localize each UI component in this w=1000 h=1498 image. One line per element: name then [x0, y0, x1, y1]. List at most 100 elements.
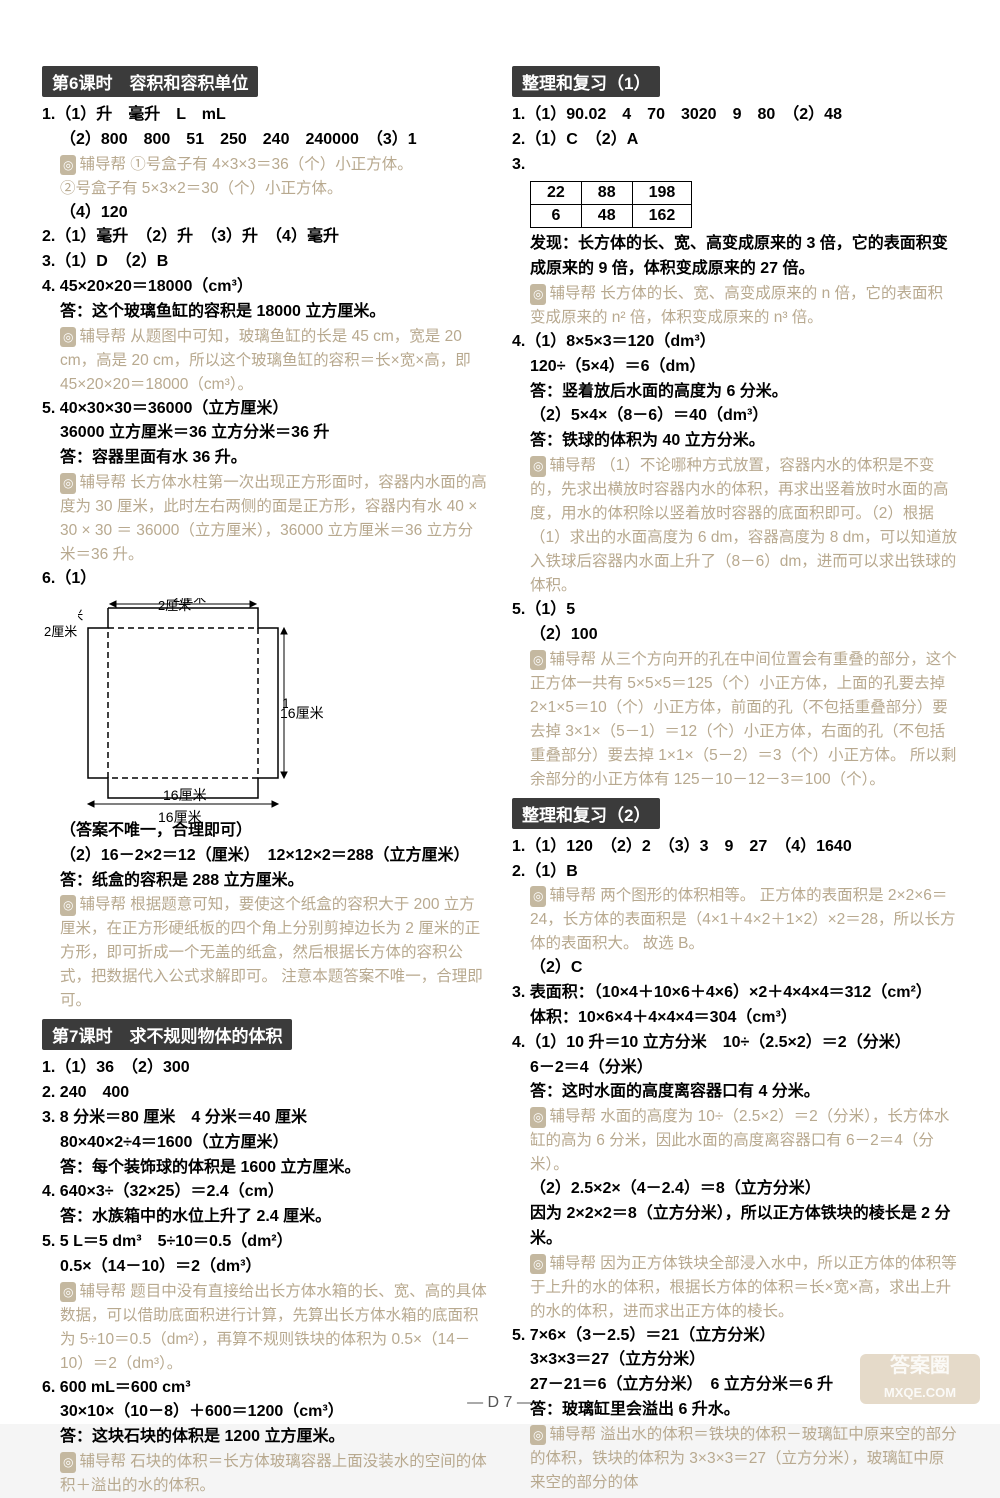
r4d: （2）5×4×（8－6）＝40（dm³）: [512, 404, 958, 429]
hint-icon: ◎: [60, 473, 76, 494]
s2: 2. 240 400: [42, 1081, 488, 1106]
dim-right-label: 16厘米: [280, 703, 324, 723]
watermark-line1: 答案圈: [890, 1355, 950, 1377]
hint-icon: ◎: [530, 284, 546, 305]
hintR4-text: 辅导帮 （1）不论哪种方式放置，容器内水的体积是不变的，先求出横放时容器内水的体…: [530, 457, 957, 594]
s3c: 答：每个装饰球的体积是 1600 立方厘米。: [42, 1156, 488, 1181]
q6: 6.（1）: [42, 567, 488, 592]
dim-top-label: 2厘米: [158, 595, 191, 614]
cell: 88: [581, 182, 632, 205]
hint-icon: ◎: [60, 1282, 76, 1303]
q4e: 因为 2×2×2＝8（立方分米），所以正方体铁块的棱长是 2 分米。: [512, 1202, 958, 1252]
hintR1: ◎辅导帮 长方体的长、宽、高变成原来的 n 倍，它的表面积变成原来的 n² 倍，…: [512, 282, 958, 330]
hint-icon: ◎: [60, 895, 76, 916]
hint-1b: ②号盒子有 5×3×2＝30（个）小正方体。: [42, 177, 488, 201]
cell: 48: [581, 205, 632, 228]
hintQ4b: ◎辅导帮 因为正方体铁块全部浸入水中，所以正方体的体积等于上升的水的体积，根据长…: [512, 1252, 958, 1324]
cell: 22: [531, 182, 582, 205]
q4a: 4.（1）10 升＝10 立方分米 10÷（2.5×2）＝2（分米）: [512, 1031, 958, 1056]
q6c: 答：纸盒的容积是 288 立方厘米。: [42, 869, 488, 894]
section-header-review2: 整理和复习（2）: [512, 798, 660, 829]
q6b: （2）16－2×2＝12（厘米） 12×12×2＝288（立方厘米）: [42, 844, 488, 869]
q1-line4: （4）120: [42, 201, 488, 226]
hint5-text: 辅导帮 长方体水柱第一次出现正方形面时，容器内水面的高度为 30 厘米，此时左右…: [60, 474, 487, 563]
hint6-text: 辅导帮 根据题意可知，要使这个纸盒的容积大于 200 立方厘米，在正方形硬纸板的…: [60, 896, 483, 1009]
section-header-lesson6: 第6课时 容积和容积单位: [42, 66, 258, 97]
left-column: 第6课时 容积和容积单位 1.（1）升 毫升 L mL （2）800 800 5…: [42, 60, 488, 1498]
s4b: 答：水族箱中的水位上升了 2.4 厘米。: [42, 1205, 488, 1230]
hintQ4b-text: 辅导帮 因为正方体铁块全部浸入水中，所以正方体的体积等于上升的水的体积，根据长方…: [530, 1255, 957, 1320]
q4d: （2）2.5×2×（4－2.4）＝8（立方分米）: [512, 1177, 958, 1202]
s3b: 80×40×2÷4＝1600（立方厘米）: [42, 1131, 488, 1156]
r4b: 120÷（5×4）＝6（dm）: [512, 355, 958, 380]
q5a: 5. 7×6×（3－2.5）＝21（立方分米）: [512, 1324, 958, 1349]
hint-s5: ◎辅导帮 题目中没有直接给出长方体水箱的长、宽、高的具体数据，可以借助底面积进行…: [42, 1280, 488, 1376]
q2b: （2）C: [512, 956, 958, 981]
net-svg: 2厘米 2厘米 16厘米 16: [78, 598, 288, 808]
r4c: 答：竖着放后水面的高度为 6 分米。: [512, 380, 958, 405]
table-row: 6 48 162: [531, 205, 692, 228]
q1: 1.（1）120 （2）2 （3）3 9 27 （4）1640: [512, 835, 958, 860]
hint5: ◎辅导帮 长方体水柱第一次出现正方形面时，容器内水面的高度为 30 厘米，此时左…: [42, 471, 488, 567]
net-diagram: 2厘米 2厘米 16厘米 16: [78, 598, 488, 813]
q2: 2.（1）B: [512, 860, 958, 885]
q4b: 答：这个玻璃鱼缸的容积是 18000 立方厘米。: [42, 300, 488, 325]
cell: 6: [531, 205, 582, 228]
answer-table: 22 88 198 6 48 162: [530, 181, 692, 228]
dim-left: 2厘米: [78, 608, 83, 623]
hintQ5-text: 辅导帮 溢出水的体积＝铁块的体积－玻璃缸中原来空的部分的体积，铁块的体积为 3×…: [530, 1426, 957, 1491]
watermark-line2: MXQE.COM: [884, 1385, 956, 1400]
q4b: 6－2＝4（分米）: [512, 1056, 958, 1081]
r5b: （2）100: [512, 623, 958, 648]
q2: 2.（1）毫升 （2）升 （3）升 （4）毫升: [42, 225, 488, 250]
hint-icon: ◎: [530, 1107, 546, 1128]
r4a: 4.（1）8×5×3＝120（dm³）: [512, 330, 958, 355]
hint-1a: ◎辅导帮 ①号盒子有 4×3×3＝36（个）小正方体。: [42, 153, 488, 177]
hint4: ◎辅导帮 从题图中可知，玻璃鱼缸的长是 45 cm，宽是 20 cm，高是 20…: [42, 325, 488, 397]
hint4-text: 辅导帮 从题图中可知，玻璃鱼缸的长是 45 cm，宽是 20 cm，高是 20 …: [60, 328, 471, 393]
r1a: 1.（1）90.02 4 70 3020 9 80 （2）48: [512, 103, 958, 128]
r4e: 答：铁球的体积为 40 立方分米。: [512, 429, 958, 454]
hintQ4-text: 辅导帮 水面的高度为 10÷（2.5×2）＝2（分米），长方体水缸的高为 6 分…: [530, 1108, 949, 1173]
q3b: 体积：10×6×4＋4×4×4＝304（cm³）: [512, 1006, 958, 1031]
two-column-layout: 第6课时 容积和容积单位 1.（1）升 毫升 L mL （2）800 800 5…: [42, 60, 958, 1498]
watermark: 答案圈 MXQE.COM: [860, 1354, 980, 1404]
hintR4: ◎辅导帮 （1）不论哪种方式放置，容器内水的体积是不变的，先求出横放时容器内水的…: [512, 454, 958, 598]
q5c: 答：容器里面有水 36 升。: [42, 446, 488, 471]
s6c: 答：这块石块的体积是 1200 立方厘米。: [42, 1425, 488, 1450]
s4a: 4. 640×3÷（32×25）＝2.4（cm）: [42, 1180, 488, 1205]
s5b: 0.5×（14－10）＝2（dm³）: [42, 1255, 488, 1280]
hintQ2-text: 辅导帮 两个图形的体积相等。 正方体的表面积是 2×2×6＝24，长方体的表面积…: [530, 887, 956, 952]
r1c: 3.: [512, 153, 958, 178]
hint-icon: ◎: [530, 886, 546, 907]
section-header-lesson7: 第7课时 求不规则物体的体积: [42, 1019, 292, 1050]
right-column: 整理和复习（1） 1.（1）90.02 4 70 3020 9 80 （2）48…: [512, 60, 958, 1498]
hint-icon: ◎: [60, 1452, 76, 1473]
hint-s6-text: 辅导帮 石块的体积＝长方体玻璃容器上面没装水的空间的体积＋溢出的水的体积。: [60, 1453, 487, 1494]
q1-line2: （2）800 800 51 250 240 240000 （3）1: [42, 128, 488, 153]
q4c: 答：这时水面的高度离容器口有 4 分米。: [512, 1080, 958, 1105]
hint-icon: ◎: [530, 1254, 546, 1275]
hintR5-text: 辅导帮 从三个方向开的孔在中间位置会有重叠的部分，这个正方体一共有 5×5×5＝…: [530, 651, 957, 788]
dim-bottom-label: 16厘米: [158, 807, 202, 827]
page-number: — D 7 —: [0, 1394, 1000, 1412]
hintR5: ◎辅导帮 从三个方向开的孔在中间位置会有重叠的部分，这个正方体一共有 5×5×5…: [512, 648, 958, 792]
hint-s5-text: 辅导帮 题目中没有直接给出长方体水箱的长、宽、高的具体数据，可以借助底面积进行计…: [60, 1283, 487, 1372]
q6-note: （答案不唯一，合理即可）: [42, 819, 488, 844]
hint-s6: ◎辅导帮 石块的体积＝长方体玻璃容器上面没装水的空间的体积＋溢出的水的体积。: [42, 1450, 488, 1498]
q3: 3.（1）D （2）B: [42, 250, 488, 275]
s5a: 5. 5 L＝5 dm³ 5÷10＝0.5（dm²）: [42, 1230, 488, 1255]
s1: 1.（1）36 （2）300: [42, 1056, 488, 1081]
table-row: 22 88 198: [531, 182, 692, 205]
r1d: 发现：长方体的长、宽、高变成原来的 3 倍，它的表面积变成原来的 9 倍，体积变…: [512, 232, 958, 282]
hintQ5: ◎辅导帮 溢出水的体积＝铁块的体积－玻璃缸中原来空的部分的体积，铁块的体积为 3…: [512, 1423, 958, 1495]
q5a: 5. 40×30×30＝36000（立方厘米）: [42, 397, 488, 422]
hintQ4: ◎辅导帮 水面的高度为 10÷（2.5×2）＝2（分米），长方体水缸的高为 6 …: [512, 1105, 958, 1177]
q3a: 3. 表面积：（10×4＋10×6＋4×6）×2＋4×4×4＝312（cm²）: [512, 981, 958, 1006]
hintQ2: ◎辅导帮 两个图形的体积相等。 正方体的表面积是 2×2×6＝24，长方体的表面…: [512, 884, 958, 956]
hint6: ◎辅导帮 根据题意可知，要使这个纸盒的容积大于 200 立方厘米，在正方形硬纸板…: [42, 893, 488, 1013]
hintR1-text: 辅导帮 长方体的长、宽、高变成原来的 n 倍，它的表面积变成原来的 n² 倍，体…: [530, 285, 943, 326]
q4a: 4. 45×20×20＝18000（cm³）: [42, 275, 488, 300]
hint-icon: ◎: [530, 1425, 546, 1446]
cell: 198: [632, 182, 692, 205]
